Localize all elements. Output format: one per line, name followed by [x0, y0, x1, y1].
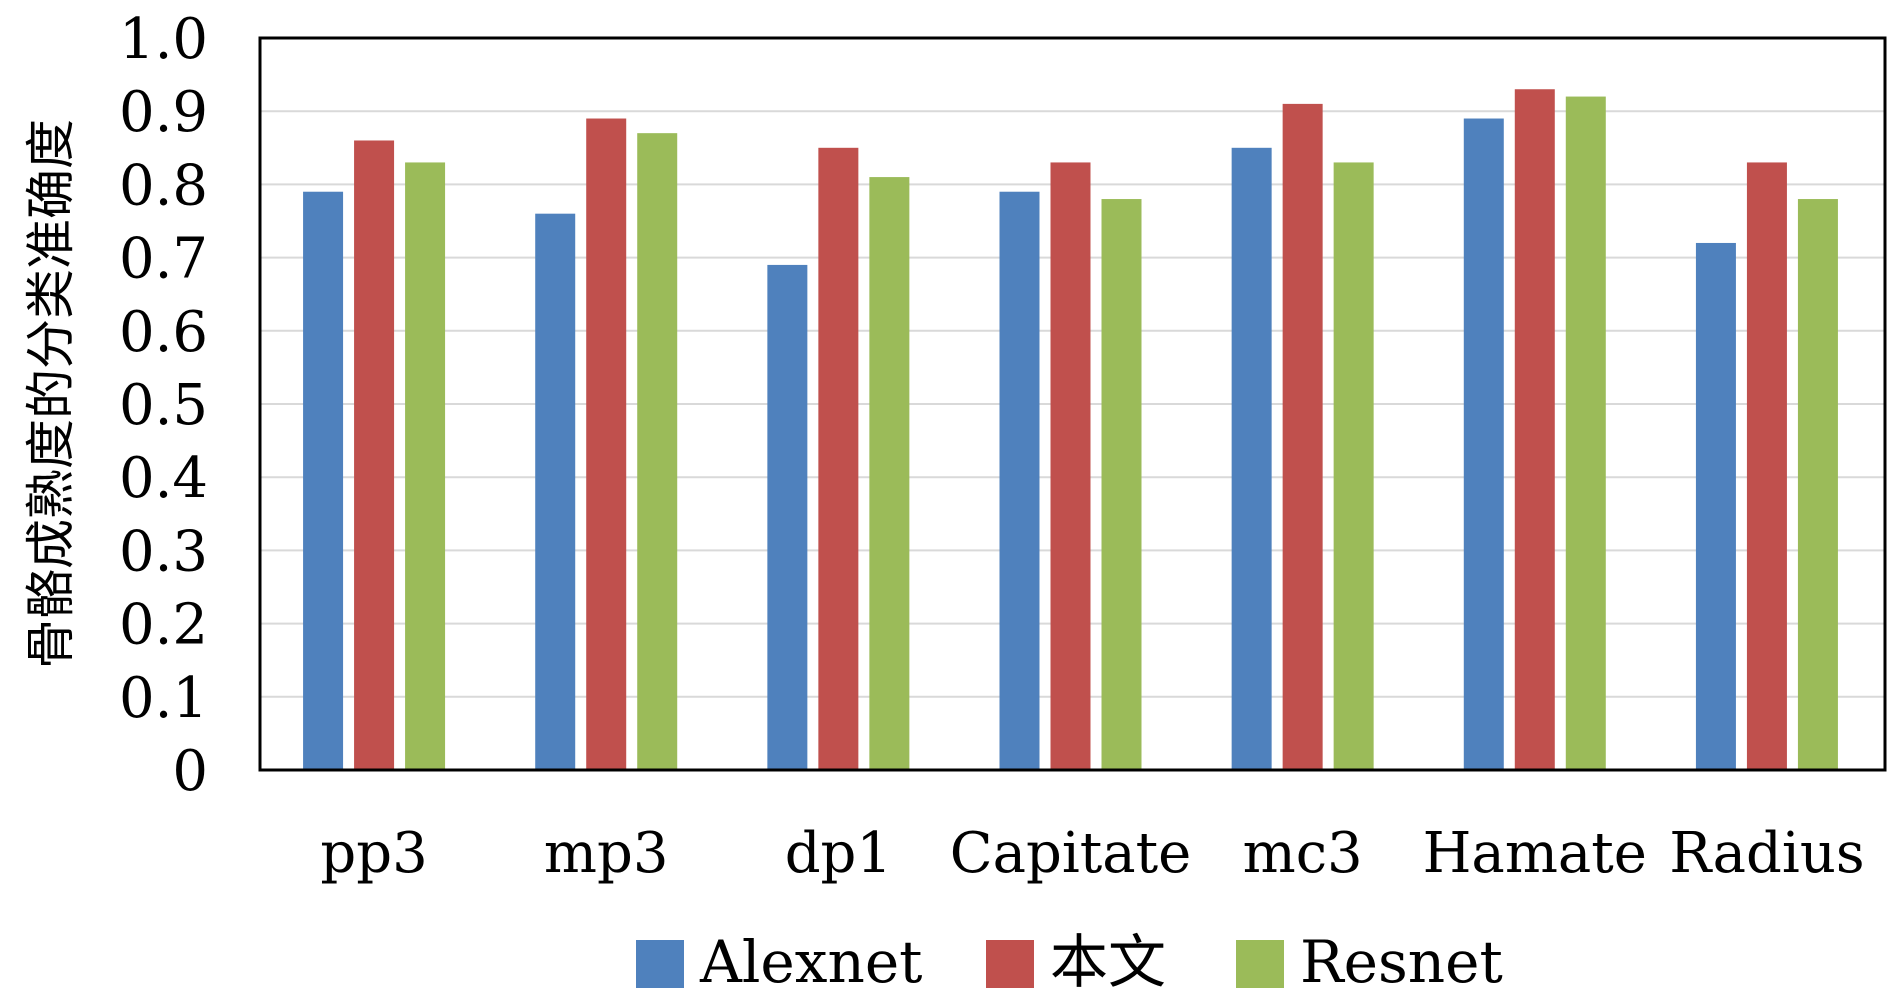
bars — [303, 89, 1838, 771]
y-tick-label: 0.1 — [119, 666, 208, 731]
legend-label-2: Resnet — [1300, 928, 1503, 996]
x-tick-label: mp3 — [544, 821, 669, 886]
plot-frame — [258, 36, 1887, 772]
bar-Resnet-Capitate — [1101, 199, 1142, 771]
legend-swatch-2 — [1236, 940, 1284, 988]
legend-label-0: Alexnet — [699, 928, 922, 996]
y-tick-label: 0.4 — [119, 446, 208, 511]
x-tick-label: Capitate — [950, 821, 1192, 886]
bar-Alexnet-pp3 — [303, 191, 344, 771]
y-tick-label: 0.7 — [119, 227, 208, 292]
bar-本文-mc3 — [1282, 103, 1323, 770]
bar-Resnet-Radius — [1797, 199, 1838, 771]
y-tick-label: 0.6 — [119, 300, 208, 365]
bar-本文-Radius — [1746, 162, 1787, 770]
legend-swatch-1 — [986, 940, 1034, 988]
bar-Alexnet-mp3 — [535, 213, 576, 770]
y-tick-label: 0.3 — [119, 519, 208, 584]
x-tick-label: pp3 — [320, 821, 427, 886]
bar-Resnet-pp3 — [405, 162, 446, 770]
bar-Alexnet-dp1 — [767, 264, 808, 770]
y-tick-label: 1.0 — [119, 7, 208, 72]
bar-Alexnet-mc3 — [1231, 147, 1272, 771]
bar-本文-Capitate — [1050, 162, 1091, 770]
legend-label-1: 本文 — [1050, 928, 1166, 996]
bar-本文-dp1 — [818, 147, 859, 771]
bar-Resnet-mp3 — [637, 133, 678, 770]
legend: Alexnet 本文 Resnet — [636, 928, 1503, 996]
x-tick-label: dp1 — [785, 821, 892, 886]
x-tick-label: Hamate — [1423, 821, 1647, 886]
bar-Resnet-dp1 — [869, 177, 910, 770]
y-tick-label: 0.8 — [119, 153, 208, 218]
y-tick-label: 0.5 — [119, 373, 208, 438]
bar-Alexnet-Hamate — [1463, 118, 1504, 770]
y-axis-ticks: 0 0.1 0.2 0.3 0.4 0.5 0.6 0.7 0.8 0.9 1.0 — [119, 7, 208, 804]
x-tick-label: mc3 — [1243, 821, 1363, 886]
x-axis-labels: pp3 mp3 dp1 Capitate mc3 Hamate Radius — [320, 821, 1864, 886]
bar-本文-pp3 — [354, 140, 395, 771]
y-tick-label: 0.9 — [119, 80, 208, 145]
bar-Resnet-Hamate — [1565, 96, 1606, 770]
bar-Alexnet-Radius — [1695, 242, 1736, 770]
bar-本文-mp3 — [586, 118, 627, 770]
y-tick-label: 0.2 — [119, 593, 208, 658]
bar-本文-Hamate — [1514, 89, 1555, 771]
y-axis-label: 骨骼成熟度的分类准确度 — [22, 119, 80, 669]
bar-Resnet-mc3 — [1333, 162, 1374, 770]
legend-swatch-0 — [636, 940, 684, 988]
bar-Alexnet-Capitate — [999, 191, 1040, 771]
y-tick-label: 0 — [172, 739, 208, 804]
x-tick-label: Radius — [1669, 821, 1864, 886]
